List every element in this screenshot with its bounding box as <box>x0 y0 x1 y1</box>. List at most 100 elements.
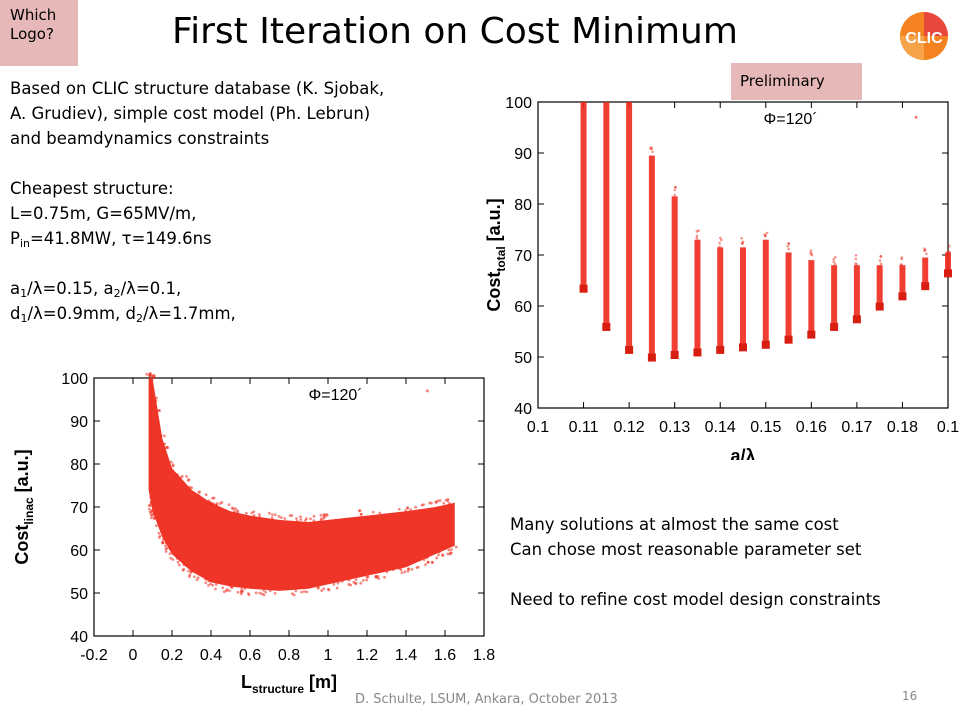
scatter-point <box>260 592 264 596</box>
scatter-point <box>231 507 235 511</box>
scatter-point <box>695 230 699 233</box>
y-tick-label: 50 <box>514 350 532 367</box>
scatter-point <box>673 193 677 197</box>
scatter-point <box>168 547 172 551</box>
scatter-point <box>279 516 283 519</box>
scatter-point <box>809 249 813 253</box>
scatter-point <box>352 580 356 584</box>
scatter-point <box>157 409 161 412</box>
legend-label: Φ=120´ <box>764 111 818 128</box>
scatter-point <box>290 592 294 596</box>
plot-area: 40 50 60 70 80 90 100 -0.2 0 0.2 0.4 0.6 0.8 1 1.2 1.4 1… <box>12 371 495 696</box>
scatter-point <box>236 590 240 594</box>
scatter-point <box>320 589 324 593</box>
scatter-point <box>446 499 449 503</box>
scatter-point <box>290 514 294 517</box>
preliminary-badge: Preliminary <box>731 63 862 100</box>
scatter-point <box>209 582 212 586</box>
y-tick-label: 90 <box>514 146 532 163</box>
scatter-point <box>383 575 386 579</box>
scatter-point <box>409 508 413 512</box>
scatter-point <box>171 464 175 468</box>
logo-text: CLIC <box>905 30 943 47</box>
outlier-point <box>425 389 429 393</box>
scatter-point <box>347 578 351 582</box>
scatter-point <box>416 565 420 569</box>
legend-label: Φ=120´ <box>309 387 363 404</box>
scatter-point <box>786 245 790 248</box>
scatter-point <box>185 474 188 478</box>
y-tick-label: 60 <box>514 299 532 316</box>
y-tick-label: 100 <box>61 371 88 388</box>
scatter-point <box>449 551 453 555</box>
length-gradient-line: L=0.75m, G=65MV/m, <box>10 204 197 223</box>
scatter-point <box>215 502 219 505</box>
scatter-point <box>448 501 451 505</box>
scatter-point <box>435 556 439 560</box>
scatter-point <box>740 236 743 240</box>
cost-linac-chart: 40 50 60 70 80 90 100 -0.2 0 0.2 0.4 0.6 0.8 1 1.2 1.4 1… <box>12 371 495 696</box>
scatter-point <box>204 493 208 497</box>
right-text-block: Many solutions at almost the same cost C… <box>510 512 881 612</box>
scatter-point <box>299 515 302 519</box>
column-base <box>625 345 634 354</box>
scatter-point <box>196 576 200 580</box>
scatter-point <box>300 590 303 594</box>
outlier-point <box>914 115 918 119</box>
scatter-point <box>427 560 430 564</box>
scatter-point <box>252 514 256 517</box>
column-base <box>602 322 611 331</box>
scatter-point <box>359 512 363 516</box>
y-tick-label: 70 <box>70 500 88 517</box>
scatter-point <box>164 550 168 553</box>
scatter-point <box>309 517 312 521</box>
scatter-point <box>424 563 427 567</box>
cheapest-heading: Cheapest structure: <box>10 179 174 198</box>
scatter-point <box>454 545 458 549</box>
scatter-point <box>899 263 903 266</box>
data-column <box>648 155 655 360</box>
x-tick-label: 0 <box>129 647 138 664</box>
scatter-point <box>403 570 407 574</box>
scatter-point <box>787 242 791 246</box>
scatter-point <box>832 258 835 261</box>
x-tick-label: 0.8 <box>278 647 300 664</box>
scatter-point <box>349 583 353 587</box>
scatter-point <box>169 460 173 464</box>
scatter-point <box>410 567 414 571</box>
scatter-point <box>150 514 154 517</box>
scatter-point <box>391 568 395 572</box>
scatter-point <box>317 586 320 589</box>
column-base <box>784 335 793 344</box>
scatter-point <box>414 505 418 509</box>
scatter-point <box>442 501 446 505</box>
scatter-point <box>176 560 180 564</box>
intro-line-1: Based on CLIC structure database (K. Sjo… <box>10 79 385 98</box>
x-tick-label: -0.2 <box>80 647 108 664</box>
y-tick-label: 80 <box>70 457 88 474</box>
scatter-point <box>149 371 152 375</box>
scatter-point <box>900 257 903 261</box>
x-axis-label: Lstructure [m] <box>241 672 337 696</box>
scatter-point <box>765 231 769 235</box>
scatter-point <box>225 588 229 592</box>
scatter-point <box>923 249 926 252</box>
scatter-point <box>295 519 299 523</box>
scatter-point <box>190 486 194 490</box>
scatter-point <box>354 582 358 585</box>
scatter-point <box>154 399 158 403</box>
scatter-point <box>440 553 444 557</box>
y-tick-label: 80 <box>514 197 532 214</box>
column-base <box>739 343 747 352</box>
scatter-point <box>437 553 440 557</box>
x-tick-label: 1.2 <box>356 647 378 664</box>
scatter-point <box>166 446 170 450</box>
data-column <box>899 265 906 299</box>
x-tick-label: 0.18 <box>887 419 918 436</box>
scatter-point <box>332 582 336 586</box>
scatter-point <box>787 247 790 251</box>
scatter-point <box>192 575 196 579</box>
scatter-point <box>335 586 339 590</box>
y-tick-label: 60 <box>70 543 88 560</box>
scatter-point <box>258 515 261 518</box>
